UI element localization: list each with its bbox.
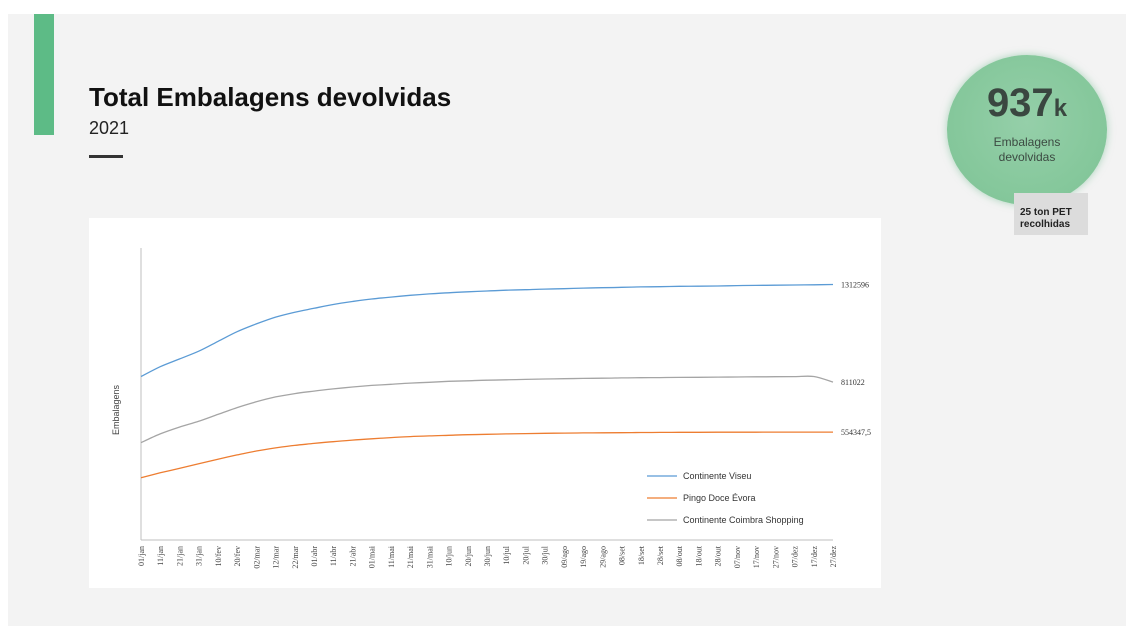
kpi-unit: k <box>1053 95 1068 122</box>
series-line <box>140 431 833 479</box>
x-tick-label: 28/set <box>656 545 665 565</box>
x-tick-label: 18/out <box>694 545 703 566</box>
legend-label: Pingo Doce Évora <box>683 493 756 503</box>
x-tick-label: 22/mar <box>291 546 300 569</box>
kpi-note-line2: recolhidas <box>1020 219 1071 230</box>
kpi-note-line1: 25 ton PET <box>1020 207 1072 218</box>
x-tick-label: 10/jun <box>445 546 454 566</box>
x-tick-label: 11/abr <box>329 546 338 566</box>
x-tick-label: 08/out <box>675 545 684 566</box>
x-tick-label: 17/dez <box>810 546 819 568</box>
x-tick-label: 02/mar <box>252 546 261 569</box>
accent-bar <box>34 14 54 135</box>
series-end-label: 1312596 <box>841 280 869 289</box>
x-tick-label: 30/jun <box>483 546 492 566</box>
page-subtitle: 2021 <box>89 118 130 138</box>
series-line <box>140 375 834 444</box>
x-tick-label: 19/ago <box>579 546 588 568</box>
x-tick-label: 08/set <box>618 545 627 565</box>
kpi-label-line2: devolvidas <box>998 150 1056 164</box>
x-tick-label: 21/abr <box>348 546 357 567</box>
kpi-circle: 937k Embalagens devolvidas <box>947 55 1107 205</box>
x-tick-label: 01/jan <box>137 546 146 566</box>
series-end-label: 811022 <box>841 378 865 387</box>
x-tick-label: 20/jul <box>521 545 530 564</box>
x-tick-label: 17/nov <box>752 546 761 568</box>
x-tick-label: 11/mai <box>387 545 396 568</box>
x-tick-label: 07/dez <box>791 546 800 568</box>
x-tick-label: 01/abr <box>310 546 319 567</box>
title-divider <box>89 155 123 158</box>
x-tick-label: 28/out <box>714 545 723 566</box>
legend-label: Continente Coimbra Shopping <box>683 515 804 525</box>
x-tick-label: 21/jan <box>175 546 184 566</box>
kpi-label: Embalagens devolvidas <box>967 135 1087 165</box>
x-tick-label: 31/mai <box>425 545 434 568</box>
x-tick-label: 07/nov <box>733 546 742 568</box>
x-tick-label: 12/mar <box>272 546 281 569</box>
x-tick-label: 20/jun <box>464 546 473 566</box>
kpi-value: 937k <box>947 81 1107 126</box>
legend-label: Continente Viseu <box>683 471 751 481</box>
x-tick-label: 21/mai <box>406 545 415 568</box>
x-tick-label: 20/fev <box>233 546 242 566</box>
x-tick-label: 29/ago <box>598 546 607 568</box>
kpi-number: 937 <box>986 81 1054 125</box>
x-tick-label: 09/ago <box>560 546 569 568</box>
x-tick-label: 01/mai <box>368 545 377 568</box>
x-tick-label: 30/jul <box>541 545 550 564</box>
x-tick-label: 10/jul <box>502 545 511 564</box>
kpi-label-line1: Embalagens <box>993 135 1061 149</box>
x-tick-label: 27/dez <box>829 546 838 568</box>
series-end-label: 554347,5 <box>841 428 871 437</box>
kpi-note: 25 ton PET recolhidas <box>1014 193 1088 235</box>
x-tick-label: 27/nov <box>771 546 780 568</box>
x-tick-label: 10/fev <box>214 546 223 566</box>
x-tick-label: 18/set <box>637 545 646 565</box>
chart-panel: Embalagens 01/jan 11/jan 21/jan 31/jan 10/fev… <box>89 218 881 588</box>
y-axis-label: Embalagens <box>111 384 121 435</box>
x-tick-label: 31/jan <box>195 546 204 566</box>
x-tick-label: 11/jan <box>156 546 165 566</box>
page-title: Total Embalagens devolvidas <box>89 82 452 112</box>
series-line <box>140 283 834 378</box>
line-chart: Embalagens 01/jan 11/jan 21/jan 31/jan 10/fev… <box>111 248 871 569</box>
